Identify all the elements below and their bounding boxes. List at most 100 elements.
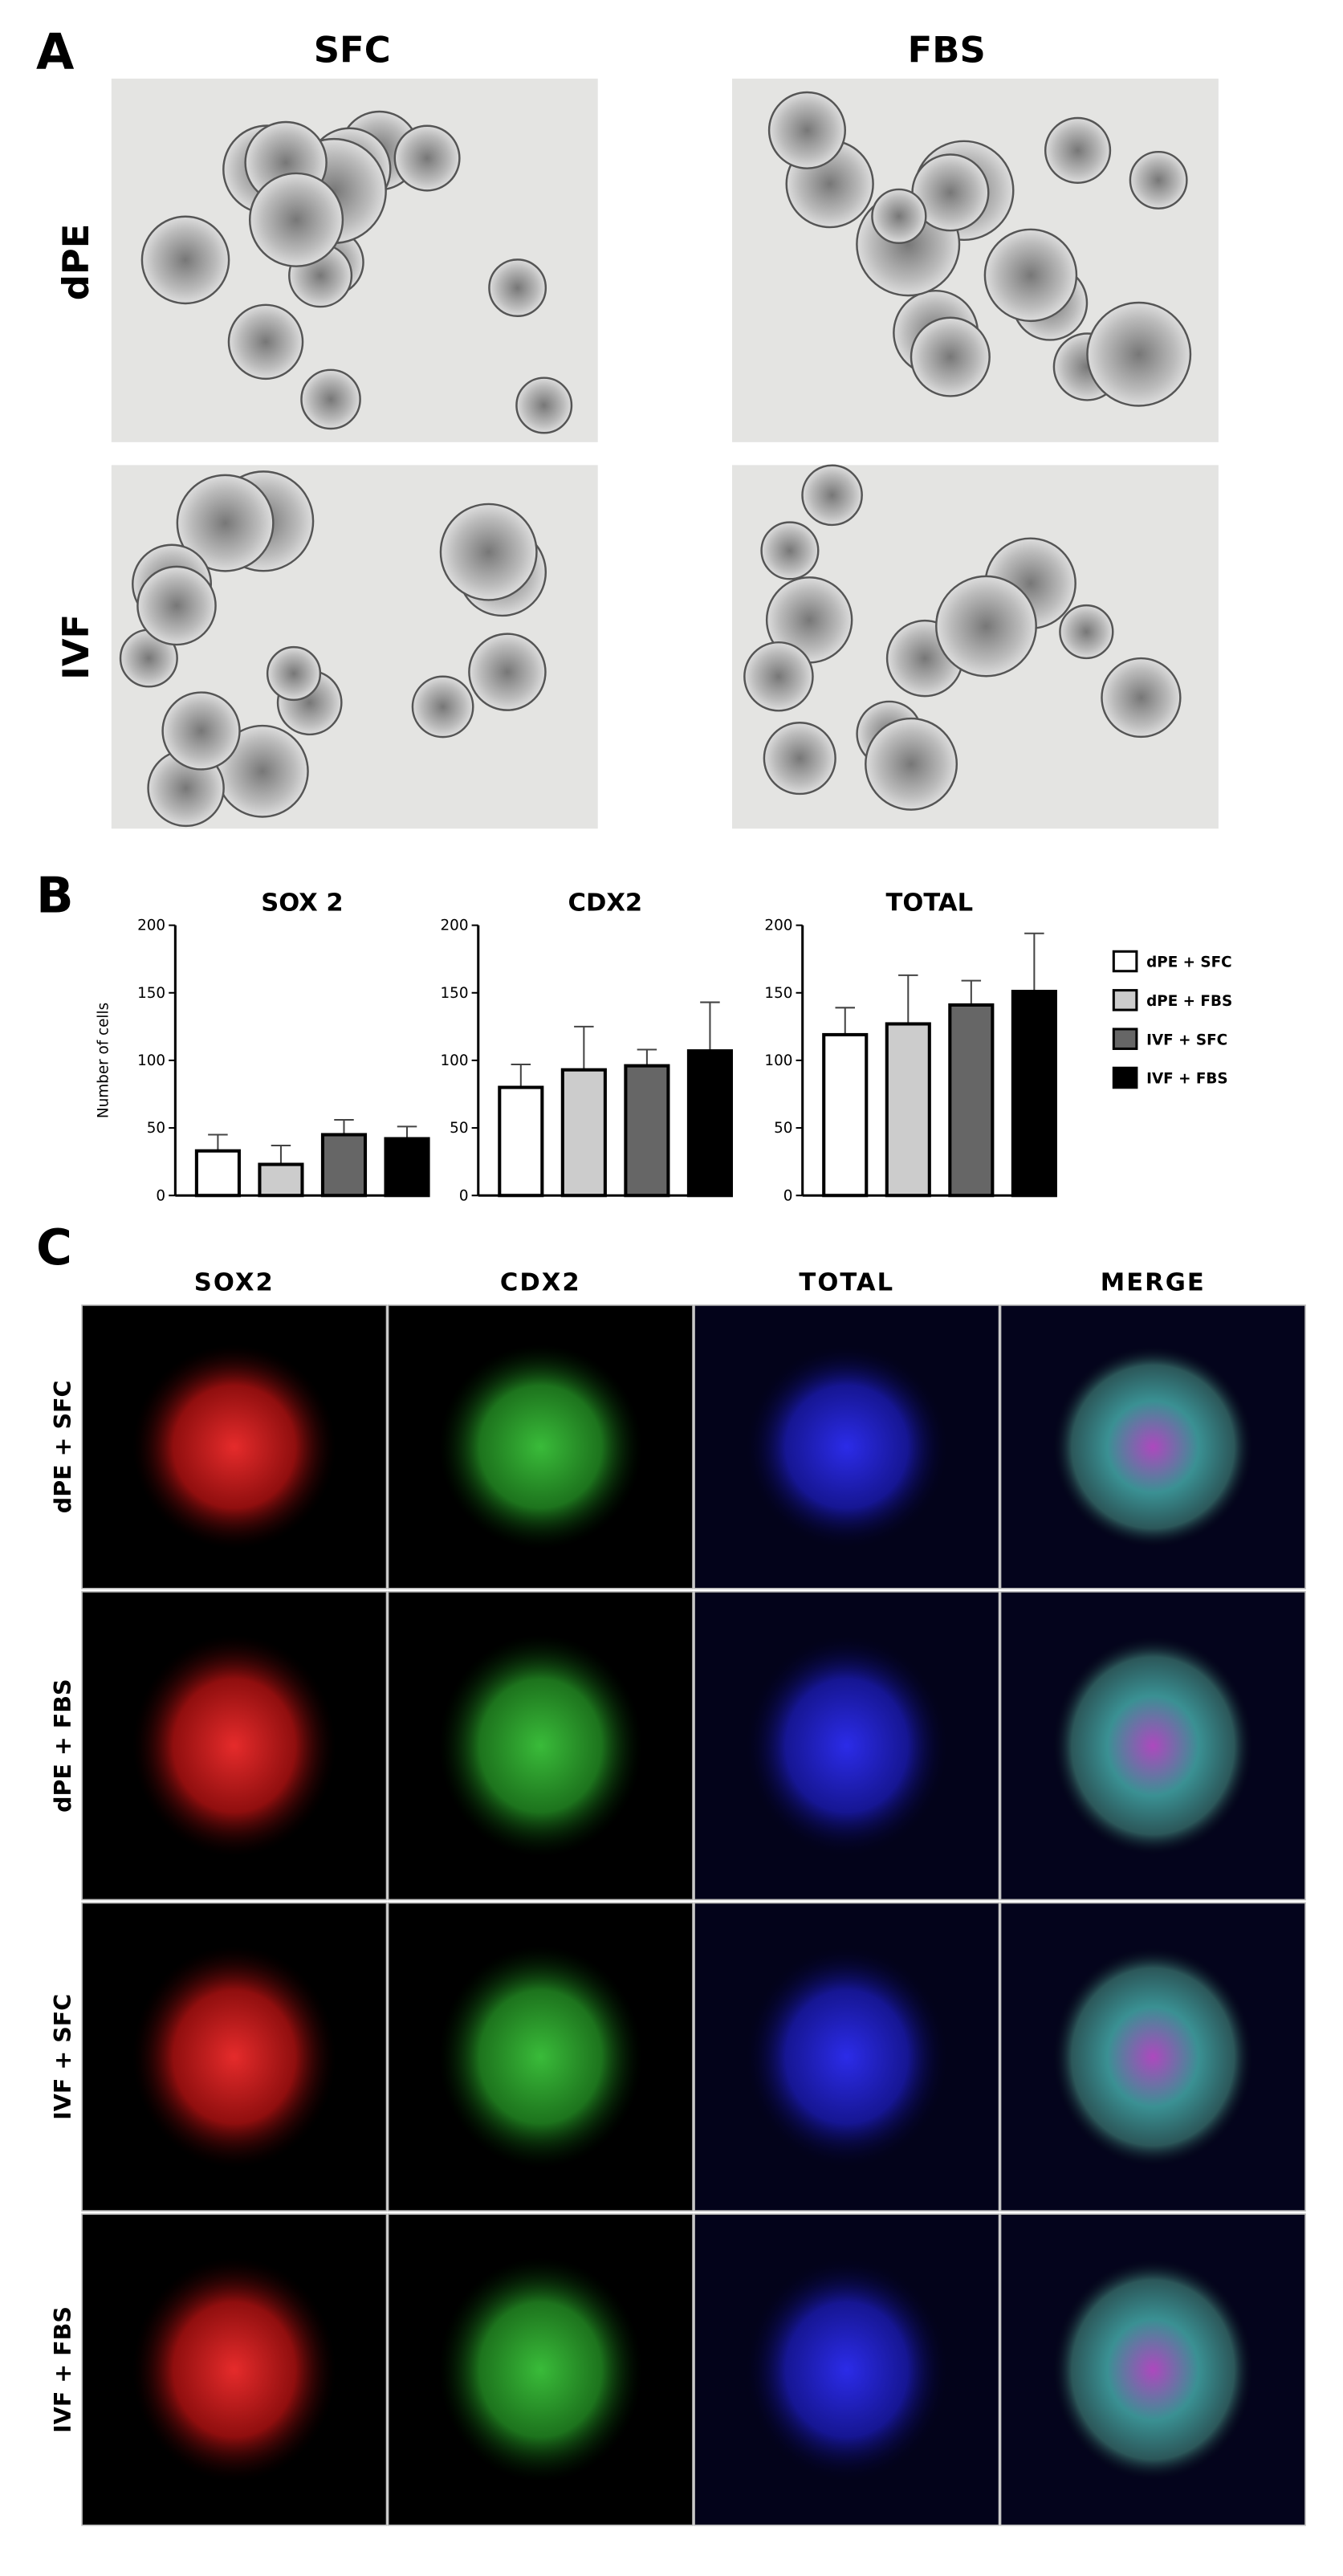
y-tick-label: 100	[137, 1052, 165, 1069]
panel-label: B	[36, 867, 74, 924]
embryo	[910, 316, 991, 397]
panel-label: A	[36, 24, 75, 81]
bar	[1011, 990, 1057, 1198]
column-header: TOTAL	[799, 1269, 894, 1297]
panel-label: C	[36, 1219, 72, 1276]
embryo	[468, 633, 547, 711]
brightfield-images	[111, 78, 1219, 829]
chart-title: CDX2	[568, 889, 643, 917]
blastocyst-stain	[745, 1345, 949, 1549]
y-tick-label: 0	[459, 1187, 469, 1204]
embryo	[935, 575, 1037, 678]
bar	[194, 1149, 241, 1198]
legend-swatch	[1112, 1066, 1138, 1089]
legend-label: dPE + FBS	[1146, 993, 1232, 1010]
y-axis-label: Number of cells	[96, 1003, 112, 1118]
embryo	[865, 717, 958, 811]
embryo	[176, 474, 275, 572]
legend-swatch	[1112, 1028, 1138, 1050]
bar-charts: SOX 2 Number of cells 0 50 100 150 200 CDX2 0 50 1…	[96, 889, 1057, 1204]
y-tick-label: 100	[764, 1052, 792, 1069]
fluorescence-grid: SOX2 CDX2 TOTAL MERGE dPE + SFC dPE + FBS IVF …	[49, 1269, 1306, 2526]
bar	[384, 1137, 430, 1198]
embryo	[767, 91, 846, 169]
blastocyst-stain	[438, 1634, 642, 1857]
embryo	[439, 503, 538, 601]
column-header: SOX2	[194, 1269, 275, 1297]
y-tick-label: 200	[137, 918, 165, 934]
column-header: SFC	[314, 29, 391, 71]
blastocyst-stain	[1051, 1634, 1255, 1857]
bar	[560, 1068, 607, 1198]
y-tick-label: 150	[764, 985, 792, 1002]
y-tick-label: 50	[147, 1120, 165, 1137]
embryo	[140, 215, 230, 305]
row-header: dPE + FBS	[49, 1679, 76, 1812]
row-header: IVF + SFC	[49, 1994, 76, 2120]
legend-swatch	[1112, 950, 1138, 973]
column-header: CDX2	[500, 1269, 581, 1297]
bar	[948, 1003, 995, 1198]
blastocyst-stain	[745, 2257, 949, 2482]
embryo	[411, 675, 474, 739]
y-tick-label: 50	[450, 1120, 468, 1137]
embryo	[227, 303, 304, 380]
column-header: MERGE	[1101, 1269, 1206, 1297]
legend-label: dPE + SFC	[1146, 954, 1232, 971]
blastocyst-stain	[1051, 2257, 1255, 2482]
embryo	[760, 521, 820, 580]
bar	[320, 1133, 368, 1198]
blastocyst-stain	[132, 1345, 336, 1549]
legend-label: IVF + SFC	[1146, 1032, 1227, 1048]
blastocyst-stain	[438, 1946, 642, 2168]
blastocyst-stain	[1051, 1946, 1255, 2168]
y-tick-label: 150	[137, 985, 165, 1002]
embryo	[801, 464, 863, 527]
y-tick-label: 150	[440, 985, 468, 1002]
embryo	[983, 228, 1078, 323]
embryo	[871, 188, 927, 245]
bar	[624, 1064, 670, 1198]
blastocyst-stain	[745, 1634, 949, 1857]
embryo	[393, 124, 461, 192]
embryo	[488, 258, 547, 317]
embryo	[300, 368, 361, 430]
column-header: FBS	[908, 29, 986, 71]
blastocyst-stain	[132, 2257, 336, 2482]
y-tick-label: 0	[783, 1187, 793, 1204]
embryo	[1101, 657, 1182, 739]
embryo	[266, 645, 322, 702]
embryo	[515, 376, 573, 434]
y-tick-label: 50	[774, 1120, 792, 1137]
embryo	[248, 172, 344, 267]
y-tick-label: 200	[440, 918, 468, 934]
chart-title: TOTAL	[886, 889, 974, 917]
legend-swatch	[1112, 989, 1138, 1011]
embryo	[743, 641, 814, 712]
chart-title: SOX 2	[261, 889, 343, 917]
row-header: IVF + FBS	[49, 2306, 76, 2433]
blastocyst-stain	[438, 1345, 642, 1549]
blastocyst-stain	[438, 2257, 642, 2482]
y-tick-label: 0	[156, 1187, 165, 1204]
embryo	[763, 721, 836, 796]
blastocyst-stain	[132, 1946, 336, 2168]
blastocyst-stain	[132, 1634, 336, 1857]
blastocyst-stain	[745, 1946, 949, 2168]
y-tick-label: 200	[764, 918, 792, 934]
legend: dPE + SFC dPE + FBS IVF + SFC IVF + FBS	[1112, 950, 1232, 1089]
bar	[822, 1032, 869, 1198]
embryo	[1044, 116, 1112, 184]
row-header: IVF	[55, 614, 97, 680]
embryo	[1059, 604, 1114, 660]
legend-label: IVF + FBS	[1146, 1071, 1228, 1088]
bar	[498, 1085, 544, 1198]
embryo	[1086, 301, 1192, 407]
row-header: dPE	[55, 224, 97, 301]
bar	[885, 1022, 931, 1198]
embryo	[1129, 150, 1188, 210]
embryo	[136, 565, 217, 646]
row-header: dPE + SFC	[49, 1381, 76, 1514]
blastocyst-stain	[1051, 1345, 1255, 1549]
